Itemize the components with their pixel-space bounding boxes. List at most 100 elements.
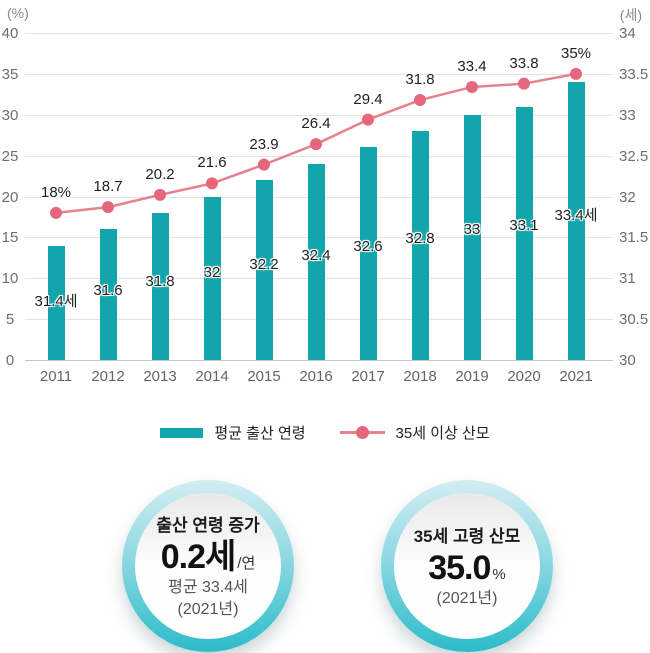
legend-item-bar: 평균 출산 연령 [160, 422, 306, 443]
x-axis-label-2013: 2013 [143, 368, 177, 385]
line-value-label: 33.4 [457, 57, 487, 75]
x-axis-label-2014: 2014 [195, 368, 229, 385]
card2-value: 35.0 [428, 549, 491, 588]
right-axis-tick: 30.5 [619, 311, 649, 329]
right-axis-tick: 34 [619, 25, 636, 42]
gridline [25, 114, 613, 116]
line-series [50, 67, 582, 219]
line-value-label: 29.4 [353, 90, 383, 108]
x-axis-label-2011: 2011 [39, 368, 73, 385]
bar-2015 [255, 180, 273, 360]
bar-value-label: 33.1 [509, 216, 539, 234]
x-axis-label-2019: 2019 [455, 368, 489, 385]
x-axis-line [25, 360, 613, 361]
bar-value-label: 31.8 [145, 273, 175, 290]
bar-2013 [151, 212, 169, 360]
bar-value-label: 32 [203, 264, 221, 282]
right-axis-tick: 32 [619, 188, 636, 206]
bar-2018 [411, 131, 429, 360]
stat-card-mothers-over-35: 35세 고령 산모 35.0 % (2021년) [381, 480, 553, 652]
bar-2016 [307, 163, 325, 360]
chart-legend: 평균 출산 연령 35세 이상 산모 [0, 422, 650, 443]
bar-value-label: 31.4세 [34, 293, 78, 311]
line-series-label: 35세 이상 산모 [395, 425, 490, 442]
card2-title: 35세 고령 산모 [413, 527, 521, 547]
right-axis-tick: 33.5 [619, 65, 649, 83]
bar-value-label: 33.4세 [554, 206, 598, 224]
bar-value-label: 32.8 [405, 229, 435, 247]
data-point-2016 [310, 138, 322, 151]
left-axis-tick: 35 [1, 65, 19, 83]
card1-value-suffix: /연 [237, 555, 256, 573]
bar-2012 [99, 229, 117, 360]
gridline [25, 155, 613, 157]
x-axis-label-2018: 2018 [403, 368, 437, 385]
card1-subtext2: (2021년) [177, 601, 239, 619]
card1-subtext1: 평균 33.4세 [168, 579, 248, 597]
left-axis-tick: 30 [1, 106, 19, 124]
bar-2020 [515, 106, 533, 360]
gridline [25, 73, 613, 75]
data-point-2020 [518, 77, 530, 90]
line-value-label: 23.9 [249, 135, 279, 153]
right-axis-tick: 32.5 [619, 147, 649, 165]
card2-subtext1: (2021년) [436, 590, 498, 608]
x-axis-label-2012: 2012 [91, 368, 125, 385]
bar-2011 [47, 245, 65, 360]
right-axis-tick: 31 [619, 270, 636, 288]
data-point-2011 [50, 206, 62, 219]
x-axis-label-2017: 2017 [351, 368, 385, 385]
bar-value-label: 31.6 [93, 281, 123, 299]
right-axis-title: (세) [619, 7, 642, 23]
data-point-2015 [258, 158, 270, 171]
line-series-swatch [339, 426, 385, 439]
bar-2014 [203, 196, 221, 360]
bar-2019 [463, 114, 481, 360]
bar-value-label: 33 [463, 221, 481, 239]
bar-value-label: 32.4 [301, 247, 331, 264]
bar-2021 [567, 82, 585, 360]
line-value-label: 20.2 [145, 165, 175, 183]
line-value-label: 18.7 [93, 178, 123, 196]
x-axis-label-2020: 2020 [507, 368, 541, 385]
bar-value-label: 32.6 [353, 238, 383, 256]
gridline [25, 33, 613, 34]
bar-series-swatch [160, 427, 204, 438]
stat-card-birth-age-increase: 출산 연령 증가 0.2세 /연 평균 33.4세 (2021년) [122, 480, 294, 652]
bar-series-label: 평균 출산 연령 [214, 425, 306, 442]
line-value-label: 26.4 [301, 115, 331, 133]
data-point-2019 [466, 80, 478, 93]
line-value-label: 18% [40, 183, 72, 201]
bar-2017 [359, 147, 377, 360]
line-value-label: 21.6 [197, 154, 227, 172]
data-point-2013 [154, 188, 166, 201]
legend-item-line: 35세 이상 산모 [339, 422, 490, 443]
x-axis-label-2015: 2015 [247, 368, 281, 385]
data-point-2017 [362, 113, 374, 126]
left-axis-tick: 20 [1, 188, 19, 206]
data-point-2014 [206, 177, 218, 190]
card1-title: 출산 연령 증가 [156, 516, 260, 536]
data-point-2021 [570, 67, 582, 80]
line-value-label: 33.8 [509, 54, 539, 72]
line-value-label: 31.8 [405, 71, 435, 89]
data-point-2018 [414, 94, 426, 107]
left-axis-tick: 0 [5, 352, 15, 369]
right-axis-tick: 31.5 [619, 229, 649, 247]
line-marker-icon [355, 426, 369, 439]
x-axis-label-2021: 2021 [559, 368, 593, 385]
left-axis-tick: 40 [1, 25, 19, 42]
bar-value-label: 32.2 [249, 255, 279, 273]
left-axis-tick: 5 [5, 311, 15, 329]
plot-area: 31.4세 31.6 31.8 32 32.2 32.4 32.6 32.8 33 33.1 33.… [25, 33, 613, 361]
card1-value: 0.2세 [160, 538, 237, 577]
left-axis-tick: 10 [1, 270, 19, 288]
x-axis-label-2016: 2016 [299, 368, 333, 385]
left-axis-tick: 25 [1, 147, 19, 165]
left-axis-title: (%) [7, 5, 29, 21]
right-axis-tick: 33 [619, 106, 636, 124]
data-point-2012 [102, 201, 114, 214]
left-axis-tick: 15 [1, 229, 19, 247]
line-value-label: 35% [560, 44, 592, 62]
